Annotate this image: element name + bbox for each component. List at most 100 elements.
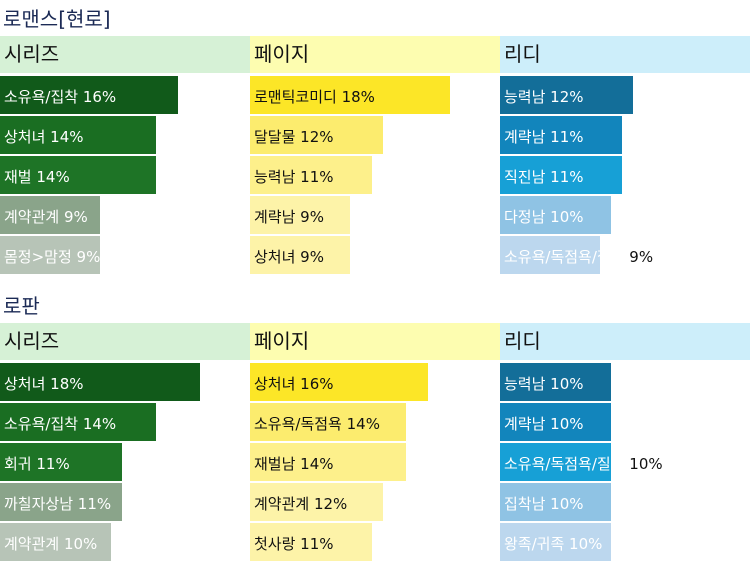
bar-label: 다정남 10% bbox=[500, 196, 584, 234]
bar bbox=[250, 76, 450, 114]
bar-value: 10% bbox=[545, 495, 584, 513]
bar-value: 10% bbox=[545, 375, 584, 393]
bar-label: 로맨틱코미디 18% bbox=[250, 76, 375, 114]
bar-value: 9% bbox=[71, 248, 101, 266]
bar-category: 상처녀 bbox=[254, 248, 296, 266]
bar-label: 몸정>맘정 9% bbox=[0, 236, 100, 274]
bar-value: 12% bbox=[309, 495, 348, 513]
bar-label: 능력남 10% bbox=[500, 363, 584, 401]
bar-label: 계략남 10% bbox=[500, 403, 584, 441]
bar bbox=[0, 483, 122, 521]
bar-value: 10% bbox=[624, 455, 663, 473]
bar-label: 계약관계 9% bbox=[0, 196, 88, 234]
bar-category: 상처녀 bbox=[254, 375, 296, 393]
bar-value: 9% bbox=[295, 248, 324, 266]
bar bbox=[0, 443, 122, 481]
bar-label: 상처녀 16% bbox=[250, 363, 334, 401]
bar bbox=[500, 156, 622, 194]
bar bbox=[250, 236, 350, 274]
bar bbox=[250, 196, 350, 234]
bar-category: 소유욕/독점욕/질투 bbox=[504, 248, 625, 266]
bar-category: 능력남 bbox=[254, 168, 296, 186]
bar-category: 능력남 bbox=[504, 375, 546, 393]
bar bbox=[0, 116, 156, 154]
bar-label: 첫사랑 11% bbox=[250, 523, 334, 561]
bar-value: 9% bbox=[59, 208, 88, 226]
bar-category: 회귀 bbox=[4, 455, 32, 473]
bar-label: 계략남 11% bbox=[500, 116, 584, 154]
bar bbox=[0, 363, 200, 401]
section-title: 로판 bbox=[3, 294, 40, 318]
bar-value: 10% bbox=[545, 415, 584, 433]
bar bbox=[250, 483, 383, 521]
platform-header: 리디 bbox=[500, 36, 750, 73]
bar-value: 10% bbox=[564, 535, 603, 553]
bar-category: 몸정>맘정 bbox=[4, 248, 72, 266]
bar bbox=[500, 236, 600, 274]
bar-category: 소유욕/집착 bbox=[4, 415, 79, 433]
bar-label: 상처녀 14% bbox=[0, 116, 84, 154]
bar-category: 계략남 bbox=[504, 128, 546, 146]
bar-value: 9% bbox=[295, 208, 324, 226]
bar-label: 소유욕/독점욕/질투 9% bbox=[500, 236, 653, 274]
bar-category: 소유욕/집착 bbox=[4, 88, 79, 106]
bar-value: 14% bbox=[45, 128, 84, 146]
bar bbox=[0, 236, 100, 274]
bar-category: 계약관계 bbox=[4, 535, 60, 553]
section-title: 로맨스[현로] bbox=[3, 7, 111, 31]
bar-category: 집착남 bbox=[504, 495, 546, 513]
bar-label: 소유욕/독점욕 14% bbox=[250, 403, 380, 441]
bar-label: 계약관계 10% bbox=[0, 523, 97, 561]
bar bbox=[250, 363, 428, 401]
bar-label: 회귀 11% bbox=[0, 443, 70, 481]
bar bbox=[500, 76, 633, 114]
bar-value: 10% bbox=[59, 535, 98, 553]
bar-category: 소유욕/독점욕/질투 bbox=[504, 455, 625, 473]
bar-value: 16% bbox=[295, 375, 334, 393]
bar-label: 상처녀 18% bbox=[0, 363, 84, 401]
bar-label: 소유욕/집착 14% bbox=[0, 403, 116, 441]
bar-label: 왕족/귀족 10% bbox=[500, 523, 602, 561]
bar-category: 까칠자상남 bbox=[4, 495, 74, 513]
bar-category: 왕족/귀족 bbox=[504, 535, 565, 553]
bar-value: 11% bbox=[31, 455, 70, 473]
bar-category: 능력남 bbox=[504, 88, 546, 106]
bar-label: 달달물 12% bbox=[250, 116, 334, 154]
bar-category: 상처녀 bbox=[4, 375, 46, 393]
bar bbox=[500, 196, 611, 234]
bar-label: 계략남 9% bbox=[250, 196, 324, 234]
bar-label: 재벌남 14% bbox=[250, 443, 334, 481]
bar-label: 직진남 11% bbox=[500, 156, 584, 194]
bar-category: 계약관계 bbox=[4, 208, 60, 226]
bar-category: 직진남 bbox=[504, 168, 546, 186]
bar-category: 다정남 bbox=[504, 208, 546, 226]
bar bbox=[500, 363, 611, 401]
bar-value: 14% bbox=[295, 455, 334, 473]
bar-category: 달달물 bbox=[254, 128, 296, 146]
platform-header: 시리즈 bbox=[0, 323, 250, 360]
bar bbox=[0, 523, 111, 561]
bar-category: 상처녀 bbox=[4, 128, 46, 146]
bar bbox=[500, 403, 611, 441]
bar-label: 까칠자상남 11% bbox=[0, 483, 111, 521]
bar bbox=[250, 443, 406, 481]
platform-header: 페이지 bbox=[250, 323, 500, 360]
bar-value: 14% bbox=[341, 415, 380, 433]
bar-category: 로맨틱코미디 bbox=[254, 88, 337, 106]
bar-value: 11% bbox=[295, 535, 334, 553]
bar bbox=[500, 483, 611, 521]
bar bbox=[0, 403, 156, 441]
bar-value: 12% bbox=[545, 88, 584, 106]
bar bbox=[500, 116, 622, 154]
bar-category: 재벌 bbox=[4, 168, 32, 186]
bar-value: 11% bbox=[295, 168, 334, 186]
bar-value: 14% bbox=[31, 168, 70, 186]
bar-label: 계약관계 12% bbox=[250, 483, 347, 521]
bar bbox=[250, 403, 406, 441]
bar-value: 10% bbox=[545, 208, 584, 226]
bar-label: 소유욕/독점욕/질투 10% bbox=[500, 443, 663, 481]
platform-header: 리디 bbox=[500, 323, 750, 360]
bar-value: 18% bbox=[45, 375, 84, 393]
bar-category: 계략남 bbox=[254, 208, 296, 226]
bar-category: 소유욕/독점욕 bbox=[254, 415, 342, 433]
